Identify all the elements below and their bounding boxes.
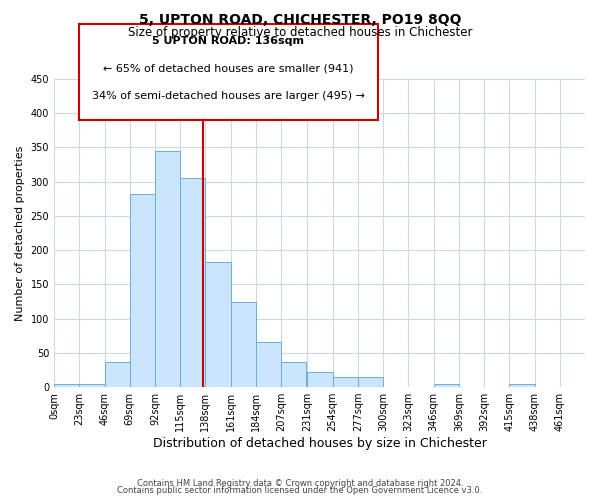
Bar (509, 384, 535, 387)
Text: 5, UPTON ROAD, CHICHESTER, PO19 8QQ: 5, UPTON ROAD, CHICHESTER, PO19 8QQ (139, 12, 461, 26)
Text: Contains public sector information licensed under the Open Government Licence v3: Contains public sector information licen… (118, 486, 482, 495)
Bar (332, 378, 358, 387)
FancyBboxPatch shape (79, 24, 377, 120)
Text: 5 UPTON ROAD: 136sqm: 5 UPTON ROAD: 136sqm (152, 36, 304, 46)
Bar (358, 378, 383, 387)
Text: Size of property relative to detached houses in Chichester: Size of property relative to detached ho… (128, 26, 472, 39)
Bar (104, 362, 130, 387)
Bar (256, 342, 281, 387)
Y-axis label: Number of detached properties: Number of detached properties (15, 146, 25, 320)
Bar (180, 178, 205, 387)
Text: 34% of semi-detached houses are larger (495) →: 34% of semi-detached houses are larger (… (92, 92, 365, 102)
Bar (434, 384, 459, 387)
Bar (205, 262, 230, 387)
Text: ← 65% of detached houses are smaller (941): ← 65% of detached houses are smaller (94… (103, 64, 354, 74)
Bar (130, 194, 155, 387)
Bar (307, 372, 332, 387)
Bar (54, 384, 79, 387)
Bar (230, 302, 256, 387)
Bar (281, 362, 307, 387)
X-axis label: Distribution of detached houses by size in Chichester: Distribution of detached houses by size … (152, 437, 487, 450)
Bar (79, 384, 104, 387)
Bar (155, 151, 180, 387)
Text: Contains HM Land Registry data © Crown copyright and database right 2024.: Contains HM Land Registry data © Crown c… (137, 478, 463, 488)
